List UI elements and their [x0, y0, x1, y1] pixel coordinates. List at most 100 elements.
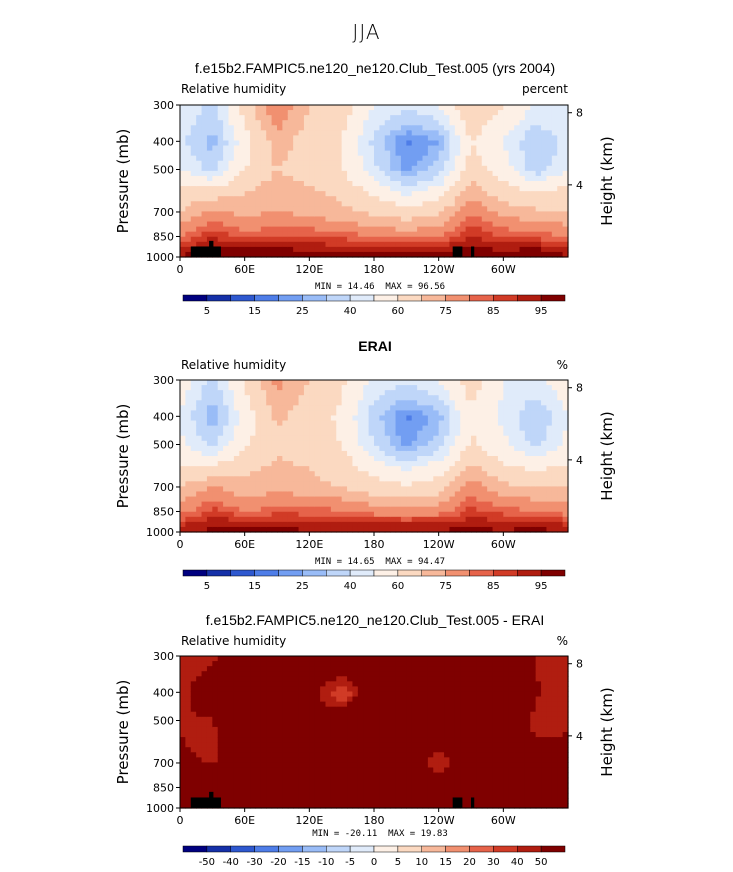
panel-2-cell — [562, 526, 569, 533]
panel-2-cell — [217, 425, 224, 432]
panel-2-cell — [374, 395, 380, 401]
panel-2-colorbar-label: 75 — [439, 581, 452, 590]
panel-1-cell — [530, 125, 537, 131]
panel-1-cell — [374, 130, 380, 136]
panel-2-cell — [244, 385, 251, 391]
panel-2-cell — [374, 506, 380, 513]
panel-1-cell — [196, 206, 203, 212]
panel-3-cell — [212, 737, 219, 743]
panel-2-cell — [438, 420, 445, 427]
panel-2-cell — [363, 440, 370, 447]
panel-2-cell — [481, 521, 488, 528]
panel-3-cell — [185, 686, 192, 693]
panel-2-cell — [541, 516, 548, 523]
panel-1-cell — [497, 130, 504, 136]
panel-3-cell — [212, 691, 219, 698]
panel-2-cell — [395, 415, 402, 422]
panel-2-cell — [357, 445, 364, 452]
panel-3-cell — [260, 701, 267, 708]
panel-1-cell — [384, 130, 391, 136]
panel-1-cell — [438, 165, 445, 172]
panel-3-cell — [228, 666, 235, 672]
panel-1-cell — [352, 115, 359, 121]
panel-1-cell — [271, 115, 278, 121]
panel-2-cell — [250, 420, 257, 427]
panel-2-cell — [476, 466, 483, 472]
panel-2-cell — [390, 410, 397, 417]
panel-1-cell — [314, 211, 321, 218]
panel-2-cell — [562, 435, 569, 442]
panel-1-cell — [508, 186, 515, 192]
panel-2-cell — [201, 410, 208, 417]
panel-1-cell — [390, 196, 397, 202]
panel-2-cell — [325, 456, 332, 462]
panel-3-cell — [250, 656, 257, 662]
panel-2-min-label: MIN = — [314, 557, 343, 567]
panel-1-cell — [519, 211, 526, 218]
panel-3-cell — [244, 792, 251, 799]
panel-2-cell — [562, 476, 569, 482]
panel-2-cell — [503, 481, 510, 487]
panel-1-cell — [546, 135, 553, 142]
panel-2-cell — [395, 420, 402, 427]
panel-1-cell — [395, 216, 402, 223]
panel-1-cell — [293, 170, 300, 177]
panel-1-cell — [293, 130, 300, 136]
panel-1-cell — [212, 135, 219, 142]
panel-1-cell — [282, 155, 289, 162]
panel-2-cell — [320, 491, 327, 498]
panel-2-cell — [460, 466, 467, 472]
panel-1-cell — [562, 236, 569, 243]
panel-1-cell — [444, 115, 451, 121]
panel-2-cell — [374, 430, 380, 437]
panel-2-cell — [233, 481, 240, 487]
panel-1-cell — [508, 246, 515, 253]
panel-2-cell — [217, 380, 224, 386]
panel-2-cell — [250, 395, 257, 401]
panel-2-cell — [336, 466, 343, 472]
panel-3-cell — [228, 757, 235, 763]
panel-2-cell — [481, 516, 488, 523]
panel-1-cell — [417, 150, 424, 157]
panel-2-cell — [492, 526, 499, 533]
panel-2-cell — [357, 466, 364, 472]
panel-2-cell — [519, 491, 526, 498]
panel-2-cell — [503, 445, 510, 452]
panel-2-cell — [427, 466, 434, 472]
panel-2-cell — [287, 445, 294, 452]
panel-3-cell — [250, 742, 257, 748]
panel-1-cell — [250, 165, 257, 172]
panel-2-cell — [427, 521, 434, 528]
panel-2-cell — [314, 420, 321, 427]
panel-1-min-label: MIN = — [314, 282, 343, 292]
panel-1-cell — [503, 155, 510, 162]
panel-1-cell — [524, 160, 531, 167]
panel-2-cell — [266, 466, 273, 472]
panel-1-cell — [363, 175, 370, 182]
panel-1-cell — [298, 206, 305, 212]
panel-2-cell — [212, 440, 219, 447]
panel-1-cell — [244, 115, 251, 121]
panel-2-cell — [562, 496, 569, 503]
panel-1-cell — [503, 251, 510, 258]
panel-2-cell — [476, 395, 483, 401]
panel-2-cell — [357, 425, 364, 432]
panel-1-cell — [201, 186, 208, 192]
panel-1-cell — [454, 226, 461, 233]
panel-2-cell — [562, 430, 569, 437]
panel-1-cell — [422, 155, 429, 162]
panel-2-cell — [551, 440, 558, 447]
panel-3-cell — [233, 686, 240, 693]
panel-2-cell — [406, 445, 413, 452]
panel-2-cell — [228, 450, 235, 457]
panel-2-cell — [530, 435, 537, 442]
panel-2-cell — [524, 506, 531, 513]
panel-1-cell — [400, 191, 407, 197]
panel-1-cell — [427, 191, 434, 197]
panel-2-cell — [212, 521, 219, 528]
panel-1-cell — [196, 191, 203, 197]
panel-2-cell — [417, 456, 424, 462]
panel-2-cell — [293, 435, 300, 442]
panel-2-cell — [438, 511, 445, 518]
panel-1-cell — [519, 115, 526, 121]
